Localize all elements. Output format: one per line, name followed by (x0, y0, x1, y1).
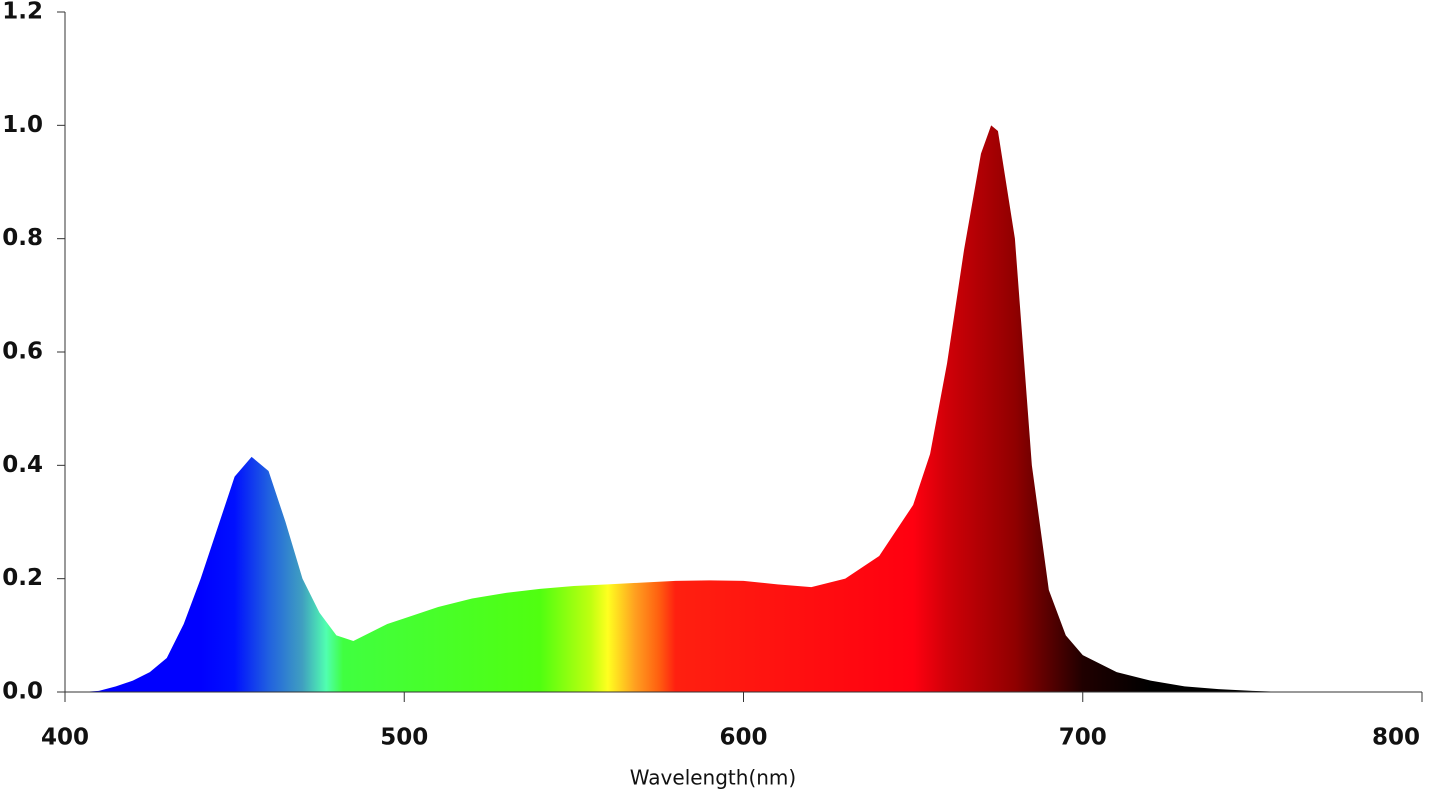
x-axis-label: Wavelength(nm) (630, 766, 796, 790)
x-tick-label: 500 (380, 725, 428, 751)
x-tick-label: 800 (1372, 725, 1420, 751)
spectrum-area (65, 125, 1287, 693)
x-tick-label: 400 (41, 725, 89, 751)
y-tick-label: 1.2 (2, 0, 43, 25)
y-tick-label: 0.0 (2, 679, 43, 705)
y-tick-label: 0.2 (2, 565, 43, 591)
y-tick-label: 0.6 (2, 339, 43, 365)
y-tick-label: 0.8 (2, 225, 43, 251)
y-tick-label: 1.0 (2, 112, 43, 138)
y-tick-label: 0.4 (2, 452, 43, 478)
x-tick-label: 700 (1059, 725, 1107, 751)
x-tick-label: 600 (719, 725, 767, 751)
